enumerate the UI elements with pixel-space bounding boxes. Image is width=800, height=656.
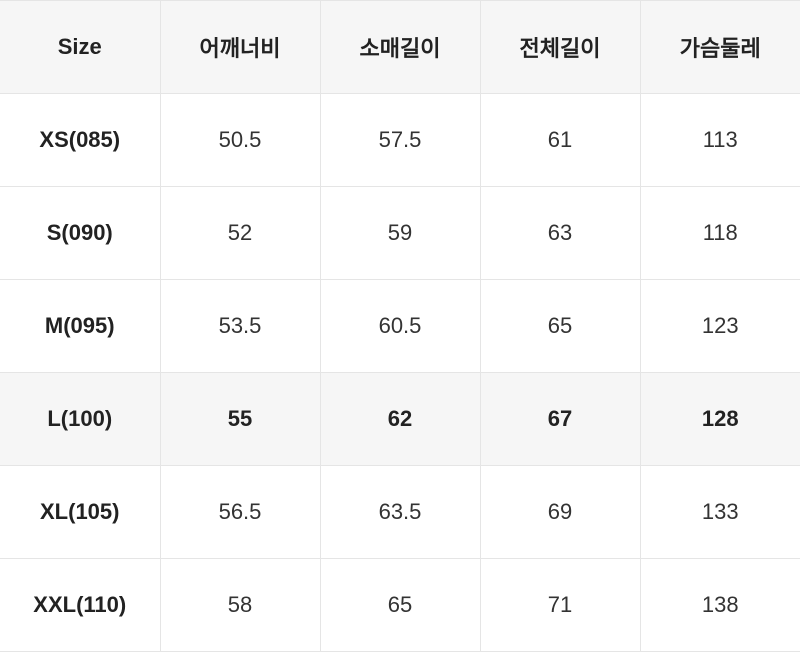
value-cell: 60.5	[320, 280, 480, 373]
value-cell: 113	[640, 94, 800, 187]
value-cell: 56.5	[160, 466, 320, 559]
table-row: XXL(110) 58 65 71 138	[0, 559, 800, 652]
size-cell: XS(085)	[0, 94, 160, 187]
value-cell: 58	[160, 559, 320, 652]
value-cell: 65	[480, 280, 640, 373]
size-cell: L(100)	[0, 373, 160, 466]
size-cell: S(090)	[0, 187, 160, 280]
size-cell: XL(105)	[0, 466, 160, 559]
table-row: S(090) 52 59 63 118	[0, 187, 800, 280]
value-cell: 50.5	[160, 94, 320, 187]
value-cell: 65	[320, 559, 480, 652]
value-cell: 118	[640, 187, 800, 280]
value-cell: 52	[160, 187, 320, 280]
table-row-highlight: L(100) 55 62 67 128	[0, 373, 800, 466]
value-cell: 128	[640, 373, 800, 466]
size-chart-table: Size 어깨너비 소매길이 전체길이 가슴둘레 XS(085) 50.5 57…	[0, 0, 800, 652]
value-cell: 61	[480, 94, 640, 187]
value-cell: 57.5	[320, 94, 480, 187]
value-cell: 67	[480, 373, 640, 466]
value-cell: 62	[320, 373, 480, 466]
value-cell: 71	[480, 559, 640, 652]
header-row: Size 어깨너비 소매길이 전체길이 가슴둘레	[0, 1, 800, 94]
col-header-shoulder: 어깨너비	[160, 1, 320, 94]
value-cell: 133	[640, 466, 800, 559]
value-cell: 138	[640, 559, 800, 652]
table-row: M(095) 53.5 60.5 65 123	[0, 280, 800, 373]
size-table-body: XS(085) 50.5 57.5 61 113 S(090) 52 59 63…	[0, 94, 800, 652]
value-cell: 63.5	[320, 466, 480, 559]
value-cell: 63	[480, 187, 640, 280]
col-header-length: 전체길이	[480, 1, 640, 94]
table-row: XL(105) 56.5 63.5 69 133	[0, 466, 800, 559]
value-cell: 53.5	[160, 280, 320, 373]
value-cell: 69	[480, 466, 640, 559]
value-cell: 59	[320, 187, 480, 280]
col-header-chest: 가슴둘레	[640, 1, 800, 94]
value-cell: 123	[640, 280, 800, 373]
col-header-sleeve: 소매길이	[320, 1, 480, 94]
size-cell: XXL(110)	[0, 559, 160, 652]
table-row: XS(085) 50.5 57.5 61 113	[0, 94, 800, 187]
col-header-size: Size	[0, 1, 160, 94]
size-cell: M(095)	[0, 280, 160, 373]
value-cell: 55	[160, 373, 320, 466]
